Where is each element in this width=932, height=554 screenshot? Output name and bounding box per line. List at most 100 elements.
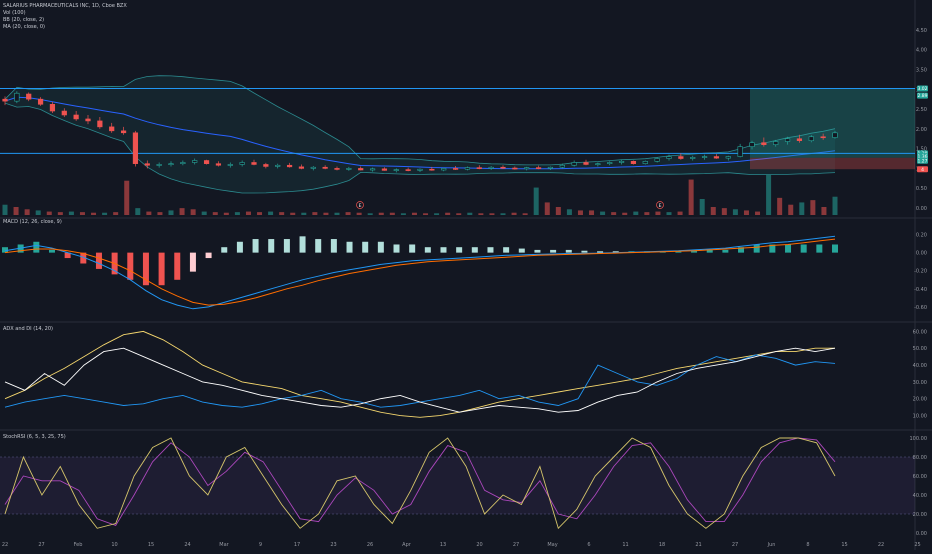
x-axis-label: Feb (74, 542, 83, 548)
x-axis-label: May (547, 542, 557, 548)
macd-histogram-bar (581, 250, 588, 253)
macd-histogram-bar (565, 249, 572, 253)
volume-bar (456, 213, 462, 215)
candle-body (346, 168, 352, 170)
volume-bar (91, 212, 97, 215)
legend-adx: ADX and DI (14, 20) (3, 326, 53, 332)
candle-body (607, 162, 613, 164)
volume-bar (589, 210, 595, 215)
candle-body (2, 98, 8, 102)
candle-body (334, 168, 340, 170)
legend-bb: BB (20, close, 2) (3, 17, 45, 23)
volume-bar (544, 202, 550, 215)
macd-histogram-bar (283, 239, 290, 253)
macd-tick-label: 0.00 (916, 251, 927, 257)
macd-histogram-bar (2, 247, 8, 253)
volume-bar (68, 211, 74, 215)
earnings-label: E (359, 203, 362, 209)
price-tick-label: 4.50 (916, 28, 927, 34)
candle-body (583, 162, 589, 165)
volume-bar (46, 211, 52, 215)
price-tag-label: 3.02 (917, 86, 927, 92)
candle-body (26, 93, 32, 100)
earnings-label: E (659, 203, 662, 209)
volume-bar (445, 212, 451, 215)
candle-body (405, 169, 411, 171)
x-axis-label: 8 (806, 542, 809, 548)
stoch-tick-label: 100.00 (910, 436, 928, 442)
earnings-marker (356, 201, 364, 209)
macd-histogram-bar (48, 249, 55, 253)
volume-bar (312, 212, 318, 215)
candle-body (251, 162, 257, 165)
candle-body (773, 141, 779, 145)
x-axis-label: 17 (294, 542, 300, 548)
candle-body (761, 142, 767, 145)
volume-bar (2, 204, 8, 215)
macd-histogram-bar (487, 247, 494, 253)
volume-bar (268, 211, 274, 215)
volume-bar (622, 212, 628, 215)
candle-body (690, 157, 696, 159)
price-tag-label: 2.89 (917, 93, 927, 99)
volume-bar (124, 180, 130, 215)
volume-bar (102, 212, 108, 215)
volume-bar (633, 211, 639, 215)
macd-histogram-bar (785, 244, 792, 253)
adx-tick-label: 20.00 (913, 397, 927, 403)
x-axis-label: 27 (732, 542, 738, 548)
volume-bar (168, 210, 174, 215)
stop-zone (750, 157, 915, 170)
x-axis-label: 25 (914, 542, 920, 548)
candle-body (144, 163, 150, 166)
stoch-d-line (4, 437, 836, 526)
volume-bar (500, 213, 506, 215)
macd-histogram-bar (377, 241, 384, 253)
x-axis-label: 9 (259, 542, 262, 548)
volume-bar (666, 212, 672, 215)
volume-bar (378, 212, 384, 215)
candle-body (832, 132, 838, 138)
candle-body (381, 168, 388, 171)
volume-bar (600, 211, 606, 215)
price-tick-label: 0.00 (916, 206, 927, 212)
volume-bar (655, 211, 661, 215)
volume-bar (345, 212, 351, 215)
macd-histogram-bar (518, 248, 525, 253)
adx-line (4, 347, 836, 413)
volume-bar (832, 196, 838, 215)
x-axis-label: 21 (695, 542, 701, 548)
candle-body (713, 156, 720, 159)
candle-body (239, 162, 245, 165)
macd-histogram-bar (315, 239, 322, 253)
candle-body (464, 167, 471, 170)
candle-body (61, 110, 67, 116)
macd-histogram-bar (675, 251, 682, 253)
earnings-marker (656, 201, 664, 209)
volume-bar (146, 211, 152, 215)
volume-bar (577, 210, 583, 215)
macd-histogram-bar (299, 236, 306, 253)
legend-symbol: SALARIUS PHARMACEUTICALS INC, 1D, Cboe B… (3, 3, 127, 9)
volume-bar (766, 175, 772, 215)
macd-histogram-bar (205, 252, 212, 259)
adx-tick-label: 40.00 (913, 363, 927, 369)
volume-bar (234, 212, 240, 215)
candle-body (571, 162, 577, 166)
candle-body (263, 164, 269, 167)
candle-body (203, 160, 210, 164)
macd-histogram-bar (550, 249, 557, 253)
candle-body (180, 162, 186, 164)
legend-vol: Vol (100) (3, 10, 26, 16)
x-axis-label: 6 (587, 542, 590, 548)
price-tick-label: 2.00 (916, 127, 927, 133)
volume-bar (223, 212, 229, 215)
volume-bar (644, 212, 650, 215)
candle-body (369, 168, 376, 171)
volume-bar (777, 197, 783, 215)
macd-histogram-bar (440, 247, 447, 253)
volume-bar (423, 213, 429, 215)
macd-histogram-bar (142, 252, 149, 286)
